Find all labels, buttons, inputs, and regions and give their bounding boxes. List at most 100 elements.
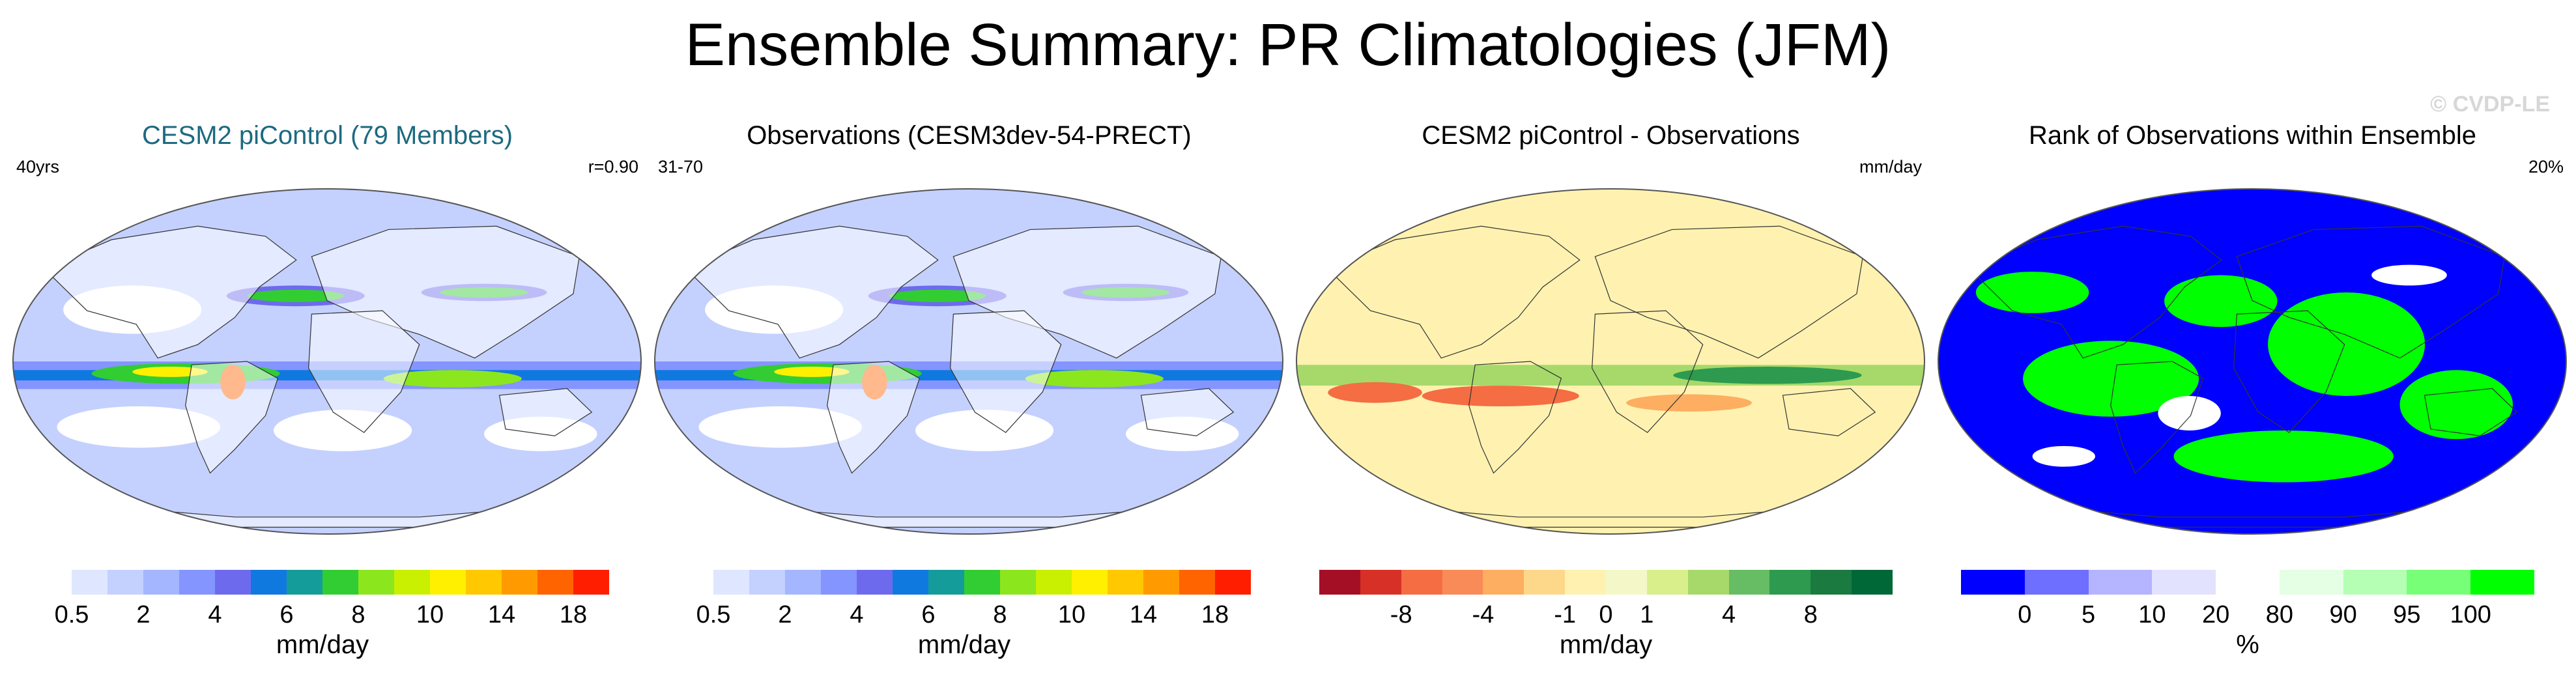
colorbar-tick-label: 2 xyxy=(136,601,150,628)
colorbar-swatch xyxy=(1852,570,1893,595)
colorbar-swatch xyxy=(322,570,358,595)
colorbar-swatch xyxy=(394,570,430,595)
colorbar-ticks: 0.5 2 4 6 8 10 14 18 xyxy=(678,600,1251,630)
colorbar-tick-label: 1 xyxy=(1640,601,1654,628)
colorbar-ticks: -8 -4 -1 0 1 4 8 xyxy=(1319,600,1893,630)
continent-australia xyxy=(1782,387,1876,436)
colorbar-swatch xyxy=(143,570,179,595)
map-rank xyxy=(1938,188,2567,535)
colorbar-swatch xyxy=(1565,570,1607,595)
continent-north-america xyxy=(1326,225,1581,359)
colorbar-swatch xyxy=(2279,570,2343,595)
colorbar-swatch xyxy=(2152,570,2216,595)
colorbar-swatch xyxy=(1961,570,2025,595)
colorbar-tick-label: 4 xyxy=(1721,601,1736,628)
colorbar-unit: % xyxy=(2236,630,2259,659)
continent-north-america xyxy=(43,225,297,359)
colorbar-swatch xyxy=(1108,570,1143,595)
colorbar-swatch xyxy=(1360,570,1401,595)
colorbar-swatch xyxy=(107,570,143,595)
panel-left-label: 31-70 xyxy=(658,157,704,176)
continent-australia xyxy=(498,387,593,436)
colorbar-tick-label: 0.5 xyxy=(696,601,731,628)
colorbar-swatch xyxy=(785,570,821,595)
colorbar-swatch xyxy=(1319,570,1360,595)
colorbar-swatch xyxy=(1687,570,1729,595)
colorbar: 0.5 2 4 6 8 10 14 18 mm/day xyxy=(36,570,609,660)
colorbar-tick-label: 6 xyxy=(279,601,294,628)
colorbar-tick-label: 6 xyxy=(921,601,936,628)
panel-difference: CESM2 piControl - Observations mm/day -8… xyxy=(1293,114,1928,668)
colorbar-swatch xyxy=(893,570,928,595)
continent-australia xyxy=(1140,387,1235,436)
colorbar-tick-label: -4 xyxy=(1472,601,1495,628)
panel-title: Observations (CESM3dev-54-PRECT) xyxy=(747,121,1192,150)
colorbar-unit: mm/day xyxy=(1559,630,1653,659)
colorbar-tick-label: 95 xyxy=(2393,601,2421,628)
panel-rank: Rank of Observations within Ensemble 20%… xyxy=(1935,114,2570,668)
colorbar-tick-label: 8 xyxy=(1803,601,1818,628)
colorbar-tick-label: 20 xyxy=(2201,601,2230,628)
colorbar-swatch xyxy=(928,570,964,595)
colorbar-swatch xyxy=(36,570,72,595)
continent-africa xyxy=(2233,310,2345,433)
colorbar-swatch xyxy=(749,570,785,595)
colorbar-tick-label: 10 xyxy=(1057,601,1086,628)
colorbar-swatch xyxy=(1769,570,1811,595)
colorbar-ticks: 0.5 2 4 6 8 10 14 18 xyxy=(36,600,609,630)
colorbar-swatch xyxy=(713,570,749,595)
colorbar: 0 5 10 20 80 90 95 100 % xyxy=(1961,570,2535,660)
colorbar-tick-label: 2 xyxy=(778,601,792,628)
panel-right-label: mm/day xyxy=(1859,157,1922,176)
colorbar: 0.5 2 4 6 8 10 14 18 mm/day xyxy=(678,570,1251,660)
colorbar-tick-label: 0 xyxy=(2018,601,2032,628)
colorbar-swatches xyxy=(678,570,1251,595)
continent-africa xyxy=(308,310,420,433)
colorbar-swatch xyxy=(287,570,322,595)
colorbar-swatch xyxy=(466,570,502,595)
colorbar-swatches xyxy=(36,570,609,595)
colorbar-swatch xyxy=(1810,570,1852,595)
colorbar-swatch xyxy=(2024,570,2089,595)
colorbar-tick-label: 0 xyxy=(1599,601,1613,628)
colorbar-swatches xyxy=(1319,570,1893,595)
colorbar-swatch xyxy=(1401,570,1442,595)
colorbar-swatch xyxy=(1036,570,1072,595)
colorbar-swatch xyxy=(358,570,394,595)
panel-right-label: 20% xyxy=(2528,157,2564,176)
colorbar-swatch xyxy=(215,570,251,595)
colorbar-tick-label: 100 xyxy=(2450,601,2491,628)
panel-title: CESM2 piControl - Observations xyxy=(1422,121,1800,150)
continent-africa xyxy=(1592,310,1704,433)
watermark: © CVDP-LE xyxy=(2430,92,2550,117)
colorbar-swatch xyxy=(1072,570,1108,595)
continent-south-america xyxy=(1468,361,1562,474)
colorbar-tick-label: 10 xyxy=(416,601,444,628)
panel-title: CESM2 piControl (79 Members) xyxy=(141,121,513,150)
colorbar-swatch xyxy=(1215,570,1251,595)
continent-north-america xyxy=(685,225,939,359)
colorbar-swatch xyxy=(1483,570,1524,595)
colorbar-swatch xyxy=(251,570,287,595)
colorbar-swatch xyxy=(1524,570,1566,595)
colorbar-tick-label: 4 xyxy=(850,601,864,628)
colorbar-swatch xyxy=(1179,570,1215,595)
colorbar-swatch xyxy=(537,570,573,595)
panel-cesm2-climatology: CESM2 piControl (79 Members) 40yrs r=0.9… xyxy=(10,114,645,668)
colorbar-tick-label: 14 xyxy=(487,601,516,628)
colorbar-tick-label: -8 xyxy=(1390,601,1412,628)
colorbar-tick-label: 90 xyxy=(2329,601,2357,628)
colorbar-swatch xyxy=(1143,570,1179,595)
panel-title: Rank of Observations within Ensemble xyxy=(2029,121,2476,150)
map-precip-difference xyxy=(1296,188,1925,535)
colorbar-swatch xyxy=(502,570,537,595)
panel-observations: Observations (CESM3dev-54-PRECT) 31-70 0… xyxy=(651,114,1287,668)
colorbar-swatch xyxy=(430,570,466,595)
colorbar-swatch xyxy=(821,570,857,595)
colorbar-tick-label: 80 xyxy=(2265,601,2294,628)
colorbar-tick-label: 8 xyxy=(993,601,1007,628)
continent-north-america xyxy=(1968,225,2222,359)
continent-south-america xyxy=(2110,361,2204,474)
colorbar-swatch xyxy=(72,570,107,595)
colorbar-swatch xyxy=(573,570,609,595)
